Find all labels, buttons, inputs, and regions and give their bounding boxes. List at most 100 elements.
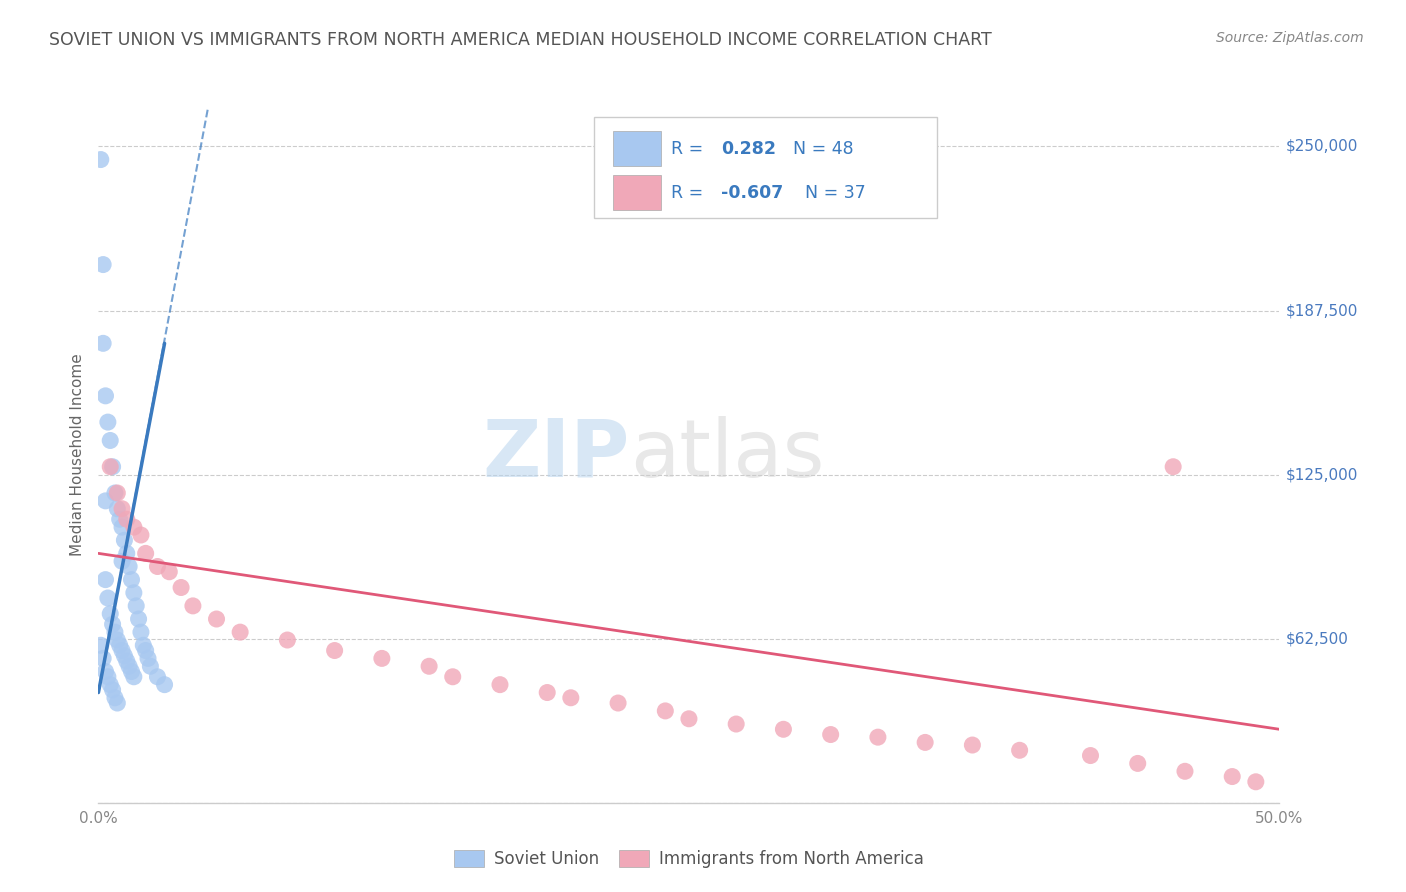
Point — [129, 528, 152, 542]
Point — [135, 643, 157, 657]
Point — [118, 659, 141, 673]
Point — [914, 735, 936, 749]
Point — [97, 591, 120, 605]
Point — [418, 659, 440, 673]
Text: $250,000: $250,000 — [1285, 139, 1358, 154]
Point — [146, 670, 169, 684]
Text: -0.607: -0.607 — [721, 184, 783, 202]
Text: 0.282: 0.282 — [721, 140, 776, 158]
Point — [441, 670, 464, 684]
Point — [125, 599, 148, 613]
Point — [129, 625, 152, 640]
Text: SOVIET UNION VS IMMIGRANTS FROM NORTH AMERICA MEDIAN HOUSEHOLD INCOME CORRELATIO: SOVIET UNION VS IMMIGRANTS FROM NORTH AM… — [49, 31, 993, 49]
FancyBboxPatch shape — [613, 175, 661, 210]
Point — [91, 258, 114, 272]
Point — [97, 670, 120, 684]
Point — [122, 520, 145, 534]
Text: atlas: atlas — [630, 416, 824, 494]
Point — [90, 153, 112, 167]
Point — [111, 554, 134, 568]
Point — [371, 651, 394, 665]
Point — [108, 512, 131, 526]
Point — [111, 643, 134, 657]
Point — [94, 494, 117, 508]
Text: N = 37: N = 37 — [804, 184, 866, 202]
Point — [654, 704, 676, 718]
Point — [820, 727, 842, 741]
Point — [101, 617, 124, 632]
Point — [1174, 764, 1197, 779]
FancyBboxPatch shape — [613, 131, 661, 166]
Point — [115, 512, 138, 526]
Point — [97, 415, 120, 429]
Point — [105, 696, 128, 710]
Point — [98, 434, 121, 448]
Point — [94, 665, 117, 679]
Point — [91, 336, 114, 351]
Point — [1220, 770, 1243, 784]
Point — [122, 586, 145, 600]
Point — [866, 730, 889, 744]
Point — [98, 678, 121, 692]
Text: $125,000: $125,000 — [1285, 467, 1358, 482]
Point — [153, 678, 176, 692]
Point — [1080, 748, 1102, 763]
Text: Source: ZipAtlas.com: Source: ZipAtlas.com — [1216, 31, 1364, 45]
Y-axis label: Median Household Income: Median Household Income — [70, 353, 86, 557]
FancyBboxPatch shape — [595, 118, 936, 219]
Point — [98, 459, 121, 474]
Point — [1008, 743, 1031, 757]
Text: R =: R = — [671, 140, 709, 158]
Point — [94, 573, 117, 587]
Point — [108, 638, 131, 652]
Point — [725, 717, 748, 731]
Point — [146, 559, 169, 574]
Point — [105, 633, 128, 648]
Text: N = 48: N = 48 — [793, 140, 853, 158]
Point — [1126, 756, 1149, 771]
Point — [112, 533, 135, 548]
Point — [122, 670, 145, 684]
Point — [276, 633, 298, 648]
Point — [560, 690, 582, 705]
Point — [111, 520, 134, 534]
Point — [135, 546, 157, 560]
Point — [136, 651, 159, 665]
Point — [121, 573, 143, 587]
Point — [323, 643, 346, 657]
Point — [98, 607, 121, 621]
Point — [94, 389, 117, 403]
Point — [128, 612, 150, 626]
Point — [104, 690, 127, 705]
Point — [170, 581, 193, 595]
Point — [181, 599, 204, 613]
Text: R =: R = — [671, 184, 709, 202]
Point — [678, 712, 700, 726]
Point — [772, 723, 794, 737]
Point — [104, 625, 127, 640]
Text: $187,500: $187,500 — [1285, 303, 1358, 318]
Point — [91, 651, 114, 665]
Text: ZIP: ZIP — [482, 416, 630, 494]
Point — [121, 665, 143, 679]
Point — [132, 638, 155, 652]
Point — [112, 648, 135, 663]
Point — [105, 486, 128, 500]
Point — [607, 696, 630, 710]
Point — [101, 682, 124, 697]
Point — [962, 738, 984, 752]
Point — [101, 459, 124, 474]
Point — [157, 565, 180, 579]
Point — [111, 501, 134, 516]
Point — [104, 486, 127, 500]
Point — [139, 659, 162, 673]
Point — [489, 678, 512, 692]
Point — [1161, 459, 1184, 474]
Point — [536, 685, 558, 699]
Point — [118, 559, 141, 574]
Point — [1244, 774, 1267, 789]
Point — [105, 501, 128, 516]
Point — [115, 654, 138, 668]
Point — [115, 546, 138, 560]
Point — [205, 612, 228, 626]
